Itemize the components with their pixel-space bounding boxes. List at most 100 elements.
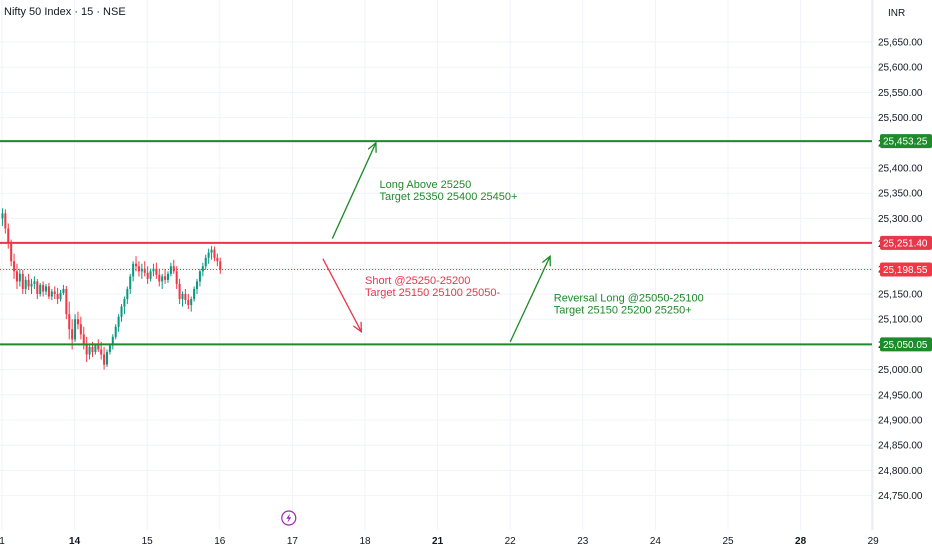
price-tick-label: 25,300.00 (878, 214, 923, 225)
time-tick-label: 1 (0, 536, 5, 547)
price-tick-label: 25,500.00 (878, 113, 923, 124)
candle-body (216, 257, 219, 262)
candle-body (166, 273, 169, 280)
candle-body (111, 336, 114, 346)
time-tick-label: 15 (142, 536, 154, 547)
price-tick-label: 24,950.00 (878, 390, 923, 401)
price-tick-label: 24,750.00 (878, 491, 923, 502)
time-tick-label: 16 (214, 536, 226, 547)
candle-body (175, 271, 178, 284)
candle-body (135, 263, 138, 267)
time-tick-label: 28 (795, 536, 807, 547)
annotation-text: Reversal Long @25050-25100 (554, 293, 704, 305)
price-tick-label: 25,600.00 (878, 63, 923, 74)
candle-body (132, 263, 135, 277)
price-tick-label: 25,100.00 (878, 315, 923, 326)
level-price-badge (880, 134, 932, 149)
candle-body (85, 344, 88, 355)
candle-body (68, 314, 71, 330)
arrow-head (352, 321, 363, 334)
time-axis[interactable]: 1 14 15 16 17 18 21 22 23 24 25 28 29 (0, 536, 879, 547)
candle-body (178, 283, 181, 300)
candle-body (126, 288, 129, 300)
candle-body (105, 351, 109, 365)
price-tick-label: 25,350.00 (878, 189, 923, 200)
candle-body (187, 300, 190, 306)
arrow-head (541, 254, 551, 267)
candle-body (117, 316, 120, 327)
time-tick-label: 17 (287, 536, 299, 547)
lightning-icon-bolt (286, 513, 292, 523)
candle-body (82, 334, 85, 345)
candle-body (219, 261, 222, 270)
candle-body (10, 243, 13, 262)
candle-body (103, 354, 106, 365)
candle-body (161, 276, 164, 282)
candle-body (88, 346, 91, 355)
candle-body (204, 257, 207, 267)
candle-body (65, 288, 68, 315)
price-tick-label: 25,400.00 (878, 164, 923, 175)
candle-body (79, 324, 82, 335)
candle-body (27, 279, 30, 287)
candle-body (62, 288, 65, 293)
candle-body (146, 272, 149, 279)
candle-body (152, 268, 155, 272)
candle-body (190, 299, 193, 306)
price-tick-label: 25,650.00 (878, 38, 923, 49)
time-tick-label: 18 (359, 536, 371, 547)
candle-body (155, 268, 158, 275)
price-tick-label: 24,800.00 (878, 466, 923, 477)
candle-body (193, 288, 196, 300)
last-price-label: 25,198.55 (883, 265, 928, 276)
candle-body (169, 266, 172, 274)
candle-body (158, 274, 161, 282)
candle-body (108, 345, 111, 352)
candle-body (24, 279, 27, 289)
level-price-label: 25,453.25 (883, 137, 928, 148)
candle-body (53, 291, 56, 294)
last-price-badge (880, 262, 932, 277)
candle-body (184, 294, 187, 301)
time-tick-label: 21 (432, 536, 444, 547)
candle-body (13, 261, 16, 272)
level-price-label: 25,050.05 (883, 340, 928, 351)
chart-title: Nifty 50 Index · 15 · NSE (4, 6, 126, 18)
time-tick-label: 29 (868, 536, 880, 547)
time-tick-label: 23 (577, 536, 589, 547)
candle-body (149, 271, 152, 279)
candle-body (201, 266, 204, 272)
annotation-text: Target 25150 25200 25250+ (554, 305, 692, 317)
candle-body (59, 292, 62, 300)
price-tick-label: 25,000.00 (878, 365, 923, 376)
lightning-icon[interactable] (281, 510, 297, 526)
candle-body (71, 329, 74, 340)
time-tick-label: 25 (722, 536, 734, 547)
candle-body (137, 266, 140, 272)
time-tick-label: 22 (505, 536, 517, 547)
candle-body (100, 349, 103, 355)
candle-body (4, 213, 7, 229)
candle-body (47, 286, 50, 297)
candle-body (210, 249, 213, 253)
currency-label: INR (888, 8, 906, 19)
candle-body (30, 283, 33, 287)
grid-lines (0, 0, 874, 530)
annotation-text: Long Above 25250 (380, 179, 472, 191)
level-price-badge (880, 235, 932, 250)
candle-body (36, 281, 39, 294)
candle-body (120, 306, 123, 317)
level-price-label: 25,251.40 (883, 238, 928, 249)
price-tick-label: 24,850.00 (878, 441, 923, 452)
arrow-shaft (322, 258, 362, 333)
candle-body (143, 268, 146, 273)
candle-body (33, 281, 36, 284)
candle-body (172, 266, 175, 272)
candlestick-series (1, 208, 222, 370)
candle-body (15, 271, 18, 282)
annotation-text: Target 25350 25400 25450+ (380, 191, 518, 203)
candle-body (56, 294, 59, 300)
last-price-line: 25,198.55 (0, 262, 932, 277)
